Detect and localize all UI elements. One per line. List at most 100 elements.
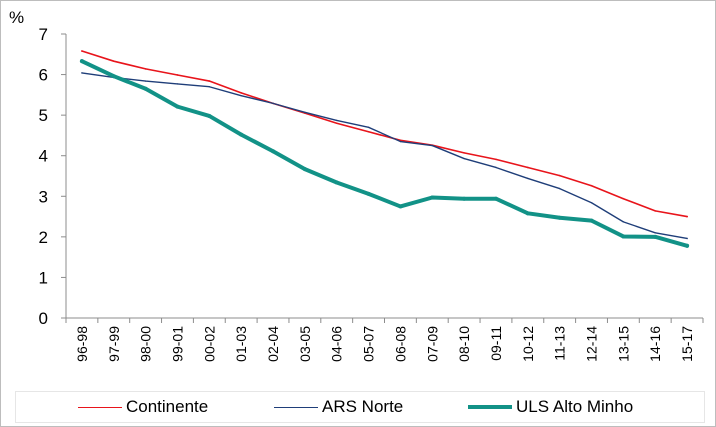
x-tick-label: 00-02	[201, 326, 217, 362]
data-point	[462, 196, 467, 201]
series-layer	[79, 50, 690, 248]
data-point	[495, 166, 497, 169]
series-uls-alto-minho	[79, 59, 690, 248]
x-tick-label: 01-03	[233, 326, 249, 362]
data-point	[590, 202, 593, 204]
x-tick-label: 07-09	[424, 326, 440, 362]
data-point	[525, 211, 530, 216]
x-tick-label: 05-07	[361, 326, 377, 362]
series-line	[81, 50, 688, 218]
x-tick-label: 09-11	[488, 326, 504, 361]
data-point	[175, 104, 180, 109]
legend-swatch	[274, 406, 318, 408]
y-tick-label: 6	[39, 66, 48, 85]
data-point	[208, 86, 211, 88]
data-point	[398, 204, 403, 209]
data-point	[366, 191, 371, 196]
data-point	[240, 92, 242, 94]
series-line	[79, 59, 690, 248]
data-point	[622, 221, 625, 223]
data-point	[622, 197, 625, 200]
data-point	[144, 68, 147, 70]
legend-swatch	[78, 406, 122, 408]
y-tick-label: 2	[39, 228, 48, 247]
data-point	[557, 215, 562, 220]
data-point	[621, 234, 626, 239]
data-point	[272, 102, 274, 105]
data-point	[399, 140, 402, 143]
x-tick-label: 10-12	[520, 326, 536, 362]
y-tick-label: 3	[39, 187, 48, 206]
data-point	[589, 218, 594, 223]
data-point	[335, 122, 338, 125]
data-point	[176, 74, 179, 76]
line-chart: 0 1 2 3 4 5 6 7% 96-98 97-99 98-00 99-01 00-02 01-03 0…	[9, 8, 704, 362]
data-point	[112, 60, 115, 62]
axes: 0 1 2 3 4 5 6 7% 96-98 97-99 98-00 99-01 00-02 01-03 0…	[9, 8, 704, 362]
y-tick-label: 1	[39, 268, 48, 287]
x-tick-label: 98-00	[138, 326, 154, 362]
data-point	[81, 50, 83, 52]
data-point	[430, 195, 435, 200]
data-point	[654, 232, 656, 234]
data-point	[208, 80, 211, 82]
data-point	[558, 174, 561, 177]
x-tick-label: 03-05	[297, 326, 313, 362]
legend-item: Continente	[78, 396, 208, 418]
data-point	[463, 157, 465, 160]
x-tick-label: 04-06	[329, 326, 345, 362]
y-tick-label: 5	[39, 106, 48, 125]
data-point	[431, 144, 433, 147]
data-point	[271, 149, 276, 154]
x-tick-label: 99-01	[169, 326, 185, 362]
data-point	[334, 180, 339, 185]
x-tick-label: 02-04	[265, 326, 281, 362]
y-unit-label: %	[9, 8, 24, 27]
legend-swatch	[468, 405, 512, 409]
data-point	[654, 210, 657, 212]
data-point	[144, 80, 147, 82]
legend-item: ARS Norte	[274, 396, 403, 418]
data-point	[240, 94, 242, 97]
legend: Continente ARS Norte ULS Alto Minho	[15, 391, 705, 423]
data-point	[176, 83, 179, 85]
data-point	[336, 119, 338, 122]
data-point	[79, 59, 84, 64]
data-point	[463, 152, 465, 154]
x-tick-label: 08-10	[456, 326, 472, 362]
x-tick-label: 13-15	[615, 326, 631, 362]
x-tick-label: 11-13	[552, 326, 568, 361]
legend-label: ULS Alto Minho	[516, 397, 634, 416]
y-tick-label: 0	[39, 309, 48, 328]
x-tick-label: 12-14	[584, 326, 600, 362]
data-point	[686, 215, 688, 218]
data-point	[685, 243, 690, 248]
data-point	[590, 184, 593, 187]
data-point	[111, 74, 116, 79]
series-line	[81, 72, 688, 240]
data-point	[81, 72, 83, 74]
legend-item: ULS Alto Minho	[468, 396, 633, 418]
data-point	[143, 86, 148, 91]
data-point	[558, 187, 561, 190]
y-tick-label: 7	[39, 25, 48, 44]
y-tick-label: 4	[39, 147, 48, 166]
data-point	[527, 166, 529, 169]
data-point	[239, 132, 244, 137]
data-point	[304, 111, 306, 114]
x-tick-label: 96-98	[74, 326, 90, 362]
x-tick-label: 15-17	[679, 326, 695, 362]
x-tick-label: 06-08	[392, 326, 408, 362]
data-point	[493, 196, 498, 201]
x-tick-label: 97-99	[106, 326, 122, 362]
data-point	[207, 113, 212, 118]
data-point	[367, 130, 370, 133]
series-ars-norte	[81, 72, 688, 240]
data-point	[302, 167, 307, 172]
legend-label: ARS Norte	[322, 397, 404, 416]
data-point	[495, 158, 497, 161]
data-point	[653, 234, 658, 239]
legend-label: Continente	[126, 397, 209, 416]
data-point	[527, 177, 529, 180]
